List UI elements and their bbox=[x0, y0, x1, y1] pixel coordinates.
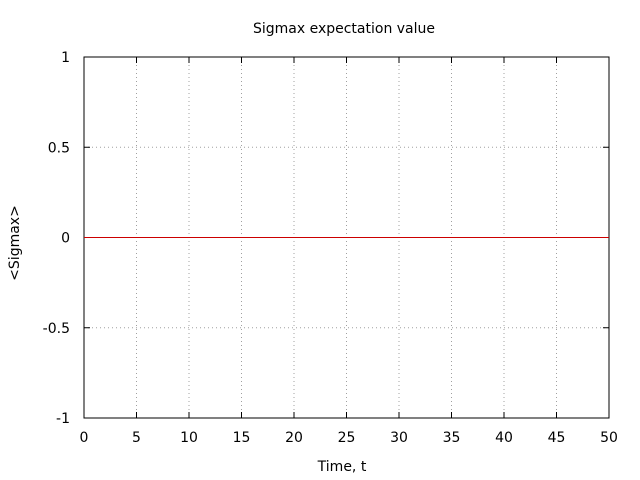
y-tick-label-0: -1 bbox=[56, 411, 70, 427]
x-tick-label-9: 45 bbox=[548, 430, 566, 446]
x-tick-label-1: 5 bbox=[132, 430, 141, 446]
x-tick-label-8: 40 bbox=[495, 430, 513, 446]
x-tick-label-0: 0 bbox=[80, 430, 89, 446]
x-axis-label: Time, t bbox=[317, 459, 367, 475]
y-tick-label-2: 0 bbox=[61, 231, 70, 247]
y-tick-label-3: 0.5 bbox=[48, 140, 70, 156]
chart-title: Sigmax expectation value bbox=[253, 21, 435, 37]
y-axis-label: <Sigmax> bbox=[7, 205, 23, 281]
x-tick-label-7: 35 bbox=[443, 430, 461, 446]
x-tick-label-6: 30 bbox=[390, 430, 408, 446]
x-tick-label-2: 10 bbox=[180, 430, 198, 446]
x-tick-label-5: 25 bbox=[338, 430, 356, 446]
x-tick-label-3: 15 bbox=[233, 430, 251, 446]
x-tick-label-4: 20 bbox=[285, 430, 303, 446]
y-tick-label-4: 1 bbox=[61, 50, 70, 66]
x-tick-label-10: 50 bbox=[600, 430, 618, 446]
y-tick-label-1: -0.5 bbox=[43, 321, 70, 337]
